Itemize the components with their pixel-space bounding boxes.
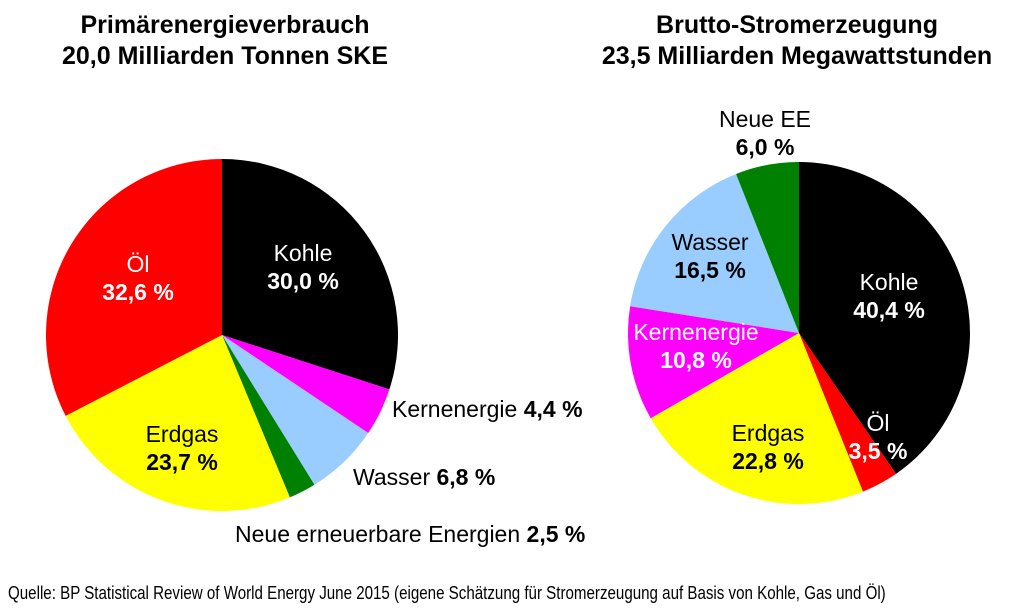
title-line-2: 23,5 Milliarden Megawattstunden (601, 42, 993, 70)
slice-name: Öl (126, 251, 150, 277)
slice-name: Wasser (671, 229, 749, 255)
slice-name: Öl (866, 410, 890, 436)
slice-percent: 16,5 % (674, 257, 746, 283)
pie-slice-erdgas (650, 333, 863, 504)
slice-percent: 6,8 % (436, 464, 496, 490)
slice-label-erdgas: Erdgas 23,7 % (146, 420, 219, 476)
slice-name: Kernenergie (633, 319, 759, 345)
pie-slice-oel (46, 159, 222, 416)
pie-slice-neue-ee (222, 335, 315, 498)
title-line-2: 20,0 Milliarden Tonnen SKE (62, 42, 388, 70)
slice-percent: 10,8 % (660, 347, 732, 373)
slice-percent: 32,6 % (102, 279, 174, 305)
slice-name: Kohle (273, 240, 333, 266)
slice-name: Kernenergie (392, 396, 518, 422)
slice-label-kohle: Kohle 40,4 % (853, 268, 925, 324)
pie-slice-oel (799, 333, 896, 492)
slice-percent: 40,4 % (853, 297, 925, 323)
pie-slice-wasser (222, 335, 369, 485)
slice-label-wasser: Wasser 6,8 % (353, 463, 495, 491)
slice-label-kohle: Kohle 30,0 % (267, 239, 339, 295)
pie-slice-kohle (222, 159, 398, 390)
pie-slice-kohle (799, 162, 970, 474)
slice-name: Kohle (859, 269, 919, 295)
slice-label-neue-ee: Neue erneuerbare Energien 2,5 % (235, 520, 585, 548)
chart-title-primary-energy: Primärenergieverbrauch 20,0 Milliarden T… (62, 10, 388, 72)
pie-slice-kernenergie (628, 306, 799, 419)
slice-percent: 3,5 % (848, 438, 908, 464)
slice-percent: 2,5 % (526, 521, 586, 547)
slice-percent: 30,0 % (267, 268, 339, 294)
chart-title-gross-electricity: Brutto-Stromerzeugung 23,5 Milliarden Me… (602, 10, 992, 72)
slice-percent: 6,0 % (735, 134, 795, 160)
source-text: Quelle: BP Statistical Review of World E… (8, 583, 886, 603)
slice-label-wasser: Wasser 16,5 % (671, 228, 748, 284)
title-line-1: Primärenergieverbrauch (80, 11, 370, 39)
source-note: Quelle: BP Statistical Review of World E… (8, 582, 1024, 604)
slice-label-kernenergie: Kernenergie 10,8 % (633, 318, 758, 374)
slice-name: Erdgas (731, 420, 805, 446)
pie-slice-kernenergie (222, 335, 390, 434)
slice-name: Neue EE (718, 106, 812, 132)
slice-name: Erdgas (145, 421, 219, 447)
pie-chart-gross-electricity (628, 162, 970, 504)
slice-percent: 23,7 % (146, 449, 218, 475)
slice-label-kernenergie: Kernenergie 4,4 % (392, 395, 583, 423)
pie-chart-primary-energy (46, 159, 398, 511)
slice-label-oel: Öl 32,6 % (102, 250, 174, 306)
slice-label-oel: Öl 3,5 % (849, 409, 908, 465)
slice-name: Wasser (353, 464, 431, 490)
title-line-1: Brutto-Stromerzeugung (656, 11, 938, 39)
slice-label-neue-ee: Neue EE 6,0 % (719, 105, 811, 161)
pie-slice-neue-ee (736, 162, 799, 333)
pie-slice-wasser (630, 174, 799, 333)
pie-slice-erdgas (65, 335, 290, 511)
slice-percent: 22,8 % (732, 448, 804, 474)
slice-label-erdgas: Erdgas 22,8 % (732, 419, 805, 475)
slice-name: Neue erneuerbare Energien (235, 521, 521, 547)
slice-percent: 4,4 % (523, 396, 583, 422)
